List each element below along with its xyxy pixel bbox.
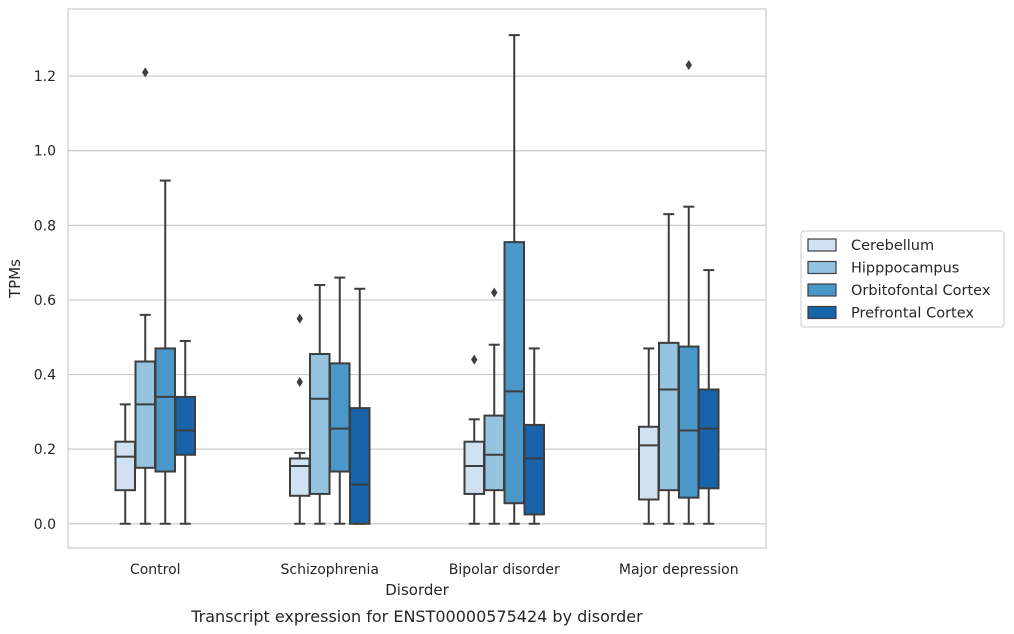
x-tick-label: Control (130, 562, 181, 578)
box (289, 457, 311, 497)
outlier-point (471, 354, 478, 365)
box-orbitofontal-cortex-major-depression (678, 59, 700, 525)
legend-swatch (807, 305, 837, 320)
y-tick-label: 0.6 (34, 293, 56, 309)
box (483, 414, 505, 492)
outlier-point (491, 287, 498, 298)
box (678, 345, 700, 499)
x-axis-label: Disorder (385, 581, 449, 599)
x-tick-label: Schizophrenia (281, 562, 379, 578)
box (698, 388, 720, 490)
legend-label: Cerebellum (851, 238, 934, 254)
y-axis-ticks: 0.0 0.2 0.4 0.6 0.8 1.0 1.2 (34, 69, 56, 533)
legend-item: Orbitofontal Cortex (807, 283, 991, 299)
box-orbitofontal-cortex-schizophrenia (329, 276, 351, 525)
box (309, 353, 331, 495)
box-plot-area (114, 34, 720, 525)
y-axis-label: TPMs (6, 259, 24, 299)
box-cerebellum-control (114, 403, 136, 525)
y-tick-label: 1.0 (34, 144, 56, 160)
legend-item: Prefrontal Cortex (807, 305, 974, 322)
box (638, 425, 660, 501)
box-hipppocampus-major-depression (658, 213, 680, 525)
box (174, 395, 196, 456)
box (349, 407, 371, 525)
plot-frame (67, 8, 767, 549)
y-tick-label: 1.2 (34, 69, 56, 85)
box (463, 440, 485, 495)
box (503, 241, 525, 505)
box-hipppocampus-schizophrenia (309, 284, 331, 525)
legend: Cerebellum Hipppocampus Orbitofontal Corte… (800, 230, 1005, 328)
box (134, 360, 156, 469)
box-cerebellum-schizophrenia (289, 313, 311, 525)
legend-frame (800, 230, 1005, 328)
legend-item: Cerebellum (807, 238, 934, 254)
box-prefrontal-cortex-major-depression (698, 269, 720, 525)
box (329, 362, 351, 473)
x-axis-ticks: Control Schizophrenia Bipolar disorder Majo… (130, 562, 739, 578)
y-tick-label: 0.2 (34, 442, 56, 458)
x-tick-label: Major depression (619, 562, 739, 578)
box-prefrontal-cortex-control (174, 339, 196, 525)
y-tick-label: 0.4 (34, 368, 56, 384)
legend-label: Orbitofontal Cortex (851, 283, 991, 299)
legend-item: Hipppocampus (807, 260, 959, 277)
x-tick-label: Bipolar disorder (449, 562, 560, 578)
box-orbitofontal-cortex-bipolar-disorder (503, 34, 525, 525)
box-cerebellum-major-depression (638, 347, 660, 525)
legend-swatch (807, 283, 837, 297)
box-prefrontal-cortex-bipolar-disorder (523, 347, 545, 525)
chart-caption: Transcript expression for ENST0000057542… (190, 607, 643, 626)
box-hipppocampus-bipolar-disorder (483, 287, 505, 525)
box-prefrontal-cortex-schizophrenia (349, 287, 371, 525)
legend-label: Hipppocampus (851, 261, 959, 277)
box-hipppocampus-control (134, 67, 156, 525)
legend-swatch (807, 238, 837, 252)
y-tick-label: 0.8 (34, 218, 56, 234)
outlier-point (685, 59, 692, 70)
outlier-point (142, 67, 149, 78)
legend-label: Prefrontal Cortex (851, 306, 974, 322)
box (523, 423, 545, 516)
legend-swatch (807, 260, 837, 275)
outlier-point (296, 313, 303, 324)
box-orbitofontal-cortex-control (154, 179, 176, 525)
box-cerebellum-bipolar-disorder (463, 354, 485, 525)
y-tick-label: 0.0 (34, 517, 56, 533)
box (154, 347, 176, 473)
box (114, 440, 136, 492)
box (658, 341, 680, 492)
outlier-point (296, 377, 303, 388)
